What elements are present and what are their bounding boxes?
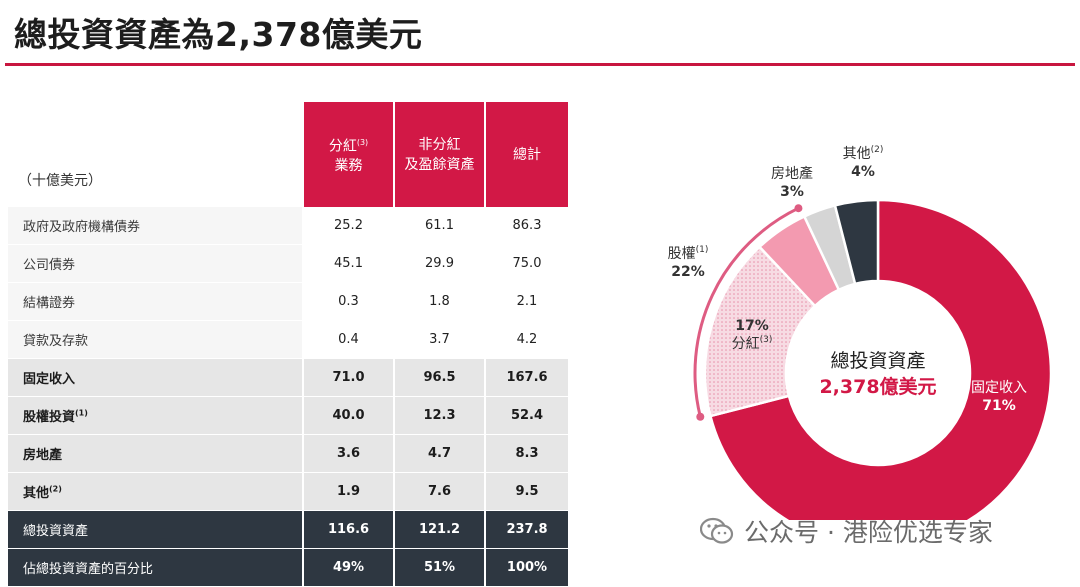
asset-allocation-donut-chart: 固定收入 71% 17%分紅(3) 股權(1) 22% 房地產 3% 其他(2) 4% 總投資資產… [668,145,1053,520]
table-cell: 12.3 [393,396,485,435]
table-cell: 49% [302,548,394,587]
table-row: 結構證券 0.3 1.8 2.1 [8,282,568,321]
table-cell: 40.0 [302,396,394,435]
value-real-estate: 3% [780,184,804,200]
table-cell: 4.2 [484,320,568,359]
table-cell: 1.8 [393,282,485,321]
table-cell: 96.5 [393,358,485,397]
table-row: 貸款及存款 0.4 3.7 4.2 [8,320,568,359]
equity-bracket-arc [693,206,800,418]
table-cell: 25.2 [302,207,394,245]
label-other: 其他(2) [843,145,884,162]
table-row: 公司債券 45.1 29.9 75.0 [8,244,568,283]
footnote-marker: (2) [49,484,62,494]
center-label-title: 總投資資產 [830,350,925,372]
investment-table: （十億美元） 分紅(3) 業務 非分紅 及盈餘資產 總計 政府及政府機構債券 25… [8,102,568,587]
center-label-value: 2,378億美元 [819,375,936,398]
table-cell: 8.3 [484,434,568,473]
table-row: 其他(2) 1.9 7.6 9.5 [8,472,568,511]
table-cell: 0.4 [302,320,394,359]
row-label: 房地產 [8,434,303,473]
table-row: 固定收入 71.0 96.5 167.6 [8,358,568,397]
donut-slice-4 [833,198,880,286]
table-cell: 1.9 [302,472,394,511]
table-row: 佔總投資資產的百分比 49% 51% 100% [8,548,568,587]
row-label: 公司債券 [8,244,303,283]
table-cell: 86.3 [484,207,568,245]
header-line: 分紅 [328,138,357,155]
table-body: 政府及政府機構債券 25.2 61.1 86.3 公司債券 45.1 29.9 75.0 結構證… [8,207,568,587]
label-participating: 分紅(3) [732,335,773,352]
watermark-text: 公众号 · 港险优选专家 [744,518,993,547]
row-label: 貸款及存款 [8,320,303,359]
header-line: 非分紅 [418,136,461,153]
header-line: 及盈餘資產 [404,156,475,173]
unit-label: （十億美元） [8,102,303,207]
row-label: 固定收入 [8,358,303,397]
header-line: 總計 [513,146,541,163]
row-label-text: 政府及政府機構債券 [23,220,141,235]
row-label-text: 房地產 [23,448,63,463]
table-cell: 51% [393,548,485,587]
table-cell: 9.5 [484,472,568,511]
table-cell: 3.6 [302,434,394,473]
row-label: 股權投資(1) [8,396,303,435]
table-cell: 7.6 [393,472,485,511]
table-header-row: （十億美元） 分紅(3) 業務 非分紅 及盈餘資產 總計 [8,102,568,207]
header-participating: 分紅(3) 業務 [302,102,394,207]
header-total: 總計 [484,102,568,207]
footnote-marker: (1) [75,408,88,418]
row-label: 結構證券 [8,282,303,321]
value-fixed-income: 71% [982,398,1016,414]
header-sup: (3) [356,137,369,147]
table-cell: 3.7 [393,320,485,359]
row-label-text: 結構證券 [23,296,76,311]
value-participating: 17% [735,318,769,334]
row-label-text: 總投資資產 [23,524,89,539]
row-label-text: 其他 [23,486,50,501]
row-label: 政府及政府機構債券 [8,207,303,245]
row-label: 其他(2) [8,472,303,511]
table-cell: 100% [484,548,568,587]
page-title: 總投資資產為2,378億美元 [14,15,423,54]
row-label: 總投資資產 [8,510,303,549]
title-divider [5,63,1075,66]
table-cell: 61.1 [393,207,485,245]
bracket-end-dot [794,204,803,213]
bracket-end-dot [696,412,705,421]
label-real-estate: 房地產 [771,165,813,182]
wechat-icon [700,517,734,544]
table-cell: 29.9 [393,244,485,283]
table-row: 政府及政府機構債券 25.2 61.1 86.3 [8,207,568,245]
table-cell: 237.8 [484,510,568,549]
header-line: 業務 [334,158,363,175]
table-cell: 75.0 [484,244,568,283]
row-label-text: 固定收入 [23,372,76,387]
table-cell: 121.2 [393,510,485,549]
row-label-text: 公司債券 [23,258,76,273]
watermark: 公众号 · 港险优选专家 [700,514,993,548]
table-row: 總投資資產 116.6 121.2 237.8 [8,510,568,549]
table-cell: 52.4 [484,396,568,435]
donut-slice-0 [708,198,1053,520]
label-equity: 股權(1) [668,245,709,262]
label-fixed-income: 固定收入 [971,380,1027,396]
row-label-text: 貸款及存款 [23,334,89,349]
table-cell: 116.6 [302,510,394,549]
table-row: 股權投資(1) 40.0 12.3 52.4 [8,396,568,435]
table-cell: 71.0 [302,358,394,397]
header-non-participating: 非分紅 及盈餘資產 [393,102,485,207]
table-cell: 0.3 [302,282,394,321]
table-cell: 167.6 [484,358,568,397]
table-cell: 45.1 [302,244,394,283]
table-cell: 2.1 [484,282,568,321]
row-label-text: 佔總投資資產的百分比 [23,562,154,577]
row-label: 佔總投資資產的百分比 [8,548,303,587]
value-other: 4% [851,164,875,180]
table-cell: 4.7 [393,434,485,473]
table-row: 房地產 3.6 4.7 8.3 [8,434,568,473]
value-equity: 22% [671,264,705,280]
row-label-text: 股權投資 [23,410,76,425]
